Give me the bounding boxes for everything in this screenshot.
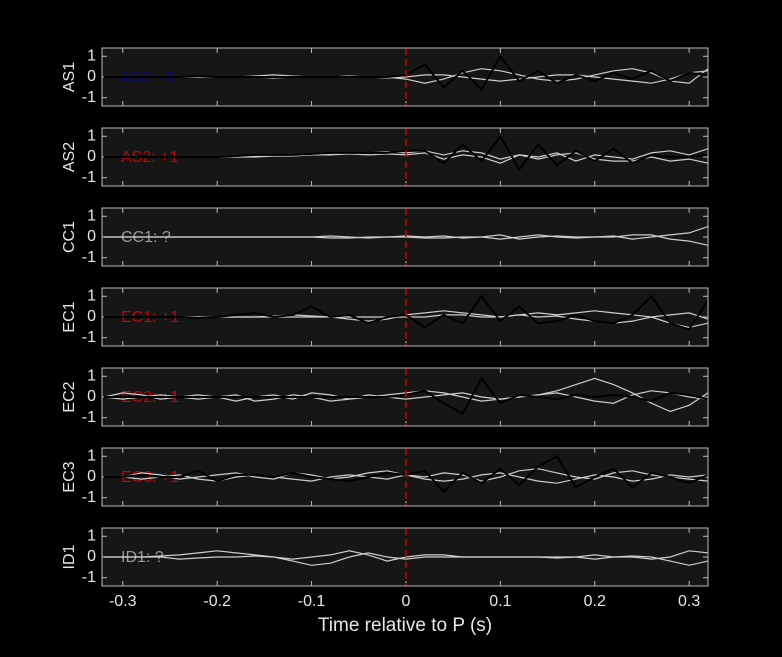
axes-frame	[101, 447, 709, 507]
y-tick-label: 1	[87, 288, 96, 305]
y-axis-label: ID1	[61, 544, 78, 569]
y-tick-label: 1	[87, 48, 96, 65]
y-axis-label: EC2	[61, 381, 78, 412]
y-tick-label: -1	[82, 249, 96, 266]
y-tick-label: -1	[82, 329, 96, 346]
y-tick-label: 1	[87, 128, 96, 145]
x-tick-label: 0.1	[489, 593, 511, 610]
x-tick-label: 0.3	[678, 593, 700, 610]
x-tick-label: -0.1	[298, 593, 326, 610]
y-tick-label: -1	[82, 409, 96, 426]
x-tick-label: -0.2	[203, 593, 231, 610]
y-tick-label: 0	[87, 388, 96, 405]
axes-frame	[101, 207, 709, 267]
y-axis-label: EC3	[61, 461, 78, 492]
x-tick-label: -0.3	[109, 593, 137, 610]
y-tick-label: 1	[87, 208, 96, 225]
y-tick-label: 0	[87, 228, 96, 245]
y-tick-label: 0	[87, 468, 96, 485]
y-tick-label: 0	[87, 308, 96, 325]
y-tick-label: 0	[87, 148, 96, 165]
y-axis-label: CC1	[61, 221, 78, 253]
annotation: ID1: ?	[121, 549, 164, 566]
x-axis-label: Time relative to P (s)	[318, 615, 492, 636]
annotation: CC1: ?	[121, 229, 171, 246]
waveform	[103, 552, 709, 566]
axes-frame	[101, 367, 709, 427]
axes-frame	[101, 287, 709, 347]
y-tick-label: 1	[87, 528, 96, 545]
y-axis-label: EC1	[61, 301, 78, 332]
y-axis-label: AS1	[61, 62, 78, 92]
y-tick-label: -1	[82, 89, 96, 106]
waveform	[103, 390, 709, 404]
y-tick-label: 1	[87, 368, 96, 385]
y-tick-label: -1	[82, 169, 96, 186]
y-tick-label: 0	[87, 68, 96, 85]
x-tick-label: 0.2	[584, 593, 606, 610]
y-tick-label: -1	[82, 489, 96, 506]
y-axis-label: AS2	[61, 142, 78, 172]
y-tick-label: -1	[82, 569, 96, 586]
axes-frame	[101, 127, 709, 187]
x-tick-label: 0	[401, 593, 410, 610]
y-tick-label: 1	[87, 448, 96, 465]
axes-frame	[101, 527, 709, 587]
axes-frame	[101, 47, 709, 107]
y-tick-label: 0	[87, 548, 96, 565]
